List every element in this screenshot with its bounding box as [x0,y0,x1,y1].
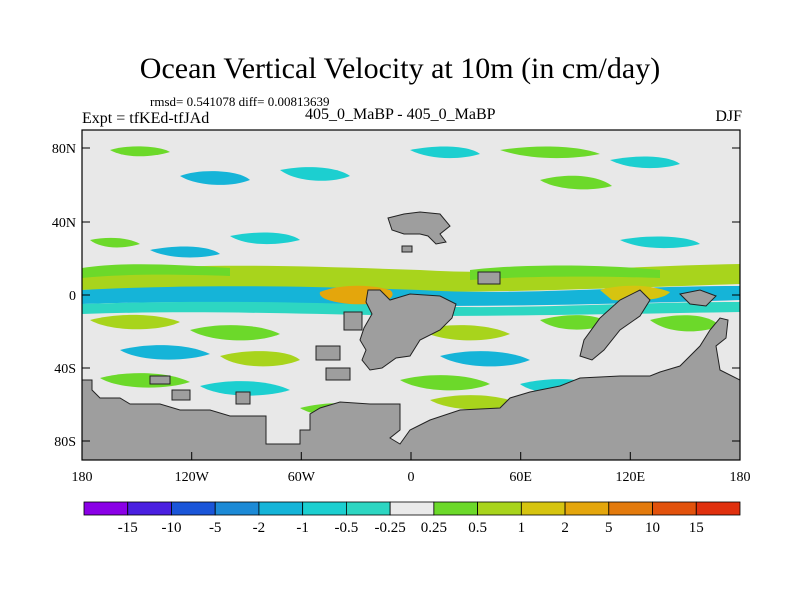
land-island [477,271,501,285]
colorbar-label: 2 [561,520,569,536]
field-patch [220,351,300,367]
land-africa-fragment [343,311,363,331]
experiment-label: Expt = tfKEd-tfJAd [82,110,210,127]
field-patch [540,175,612,190]
colorbar-swatch [608,501,653,516]
colorbar-swatch [258,501,304,516]
y-tick-label: 0 [69,289,76,304]
colorbar-label: -1 [296,520,309,536]
colorbar-swatch [433,501,479,516]
colorbar-swatch [520,501,566,516]
field-patch [120,345,210,360]
x-tick-label: 120E [616,470,646,485]
field-patch [500,146,600,159]
field-patch [110,146,170,157]
colorbar-label: -5 [209,520,222,536]
field-patch [230,232,300,245]
field-patch [90,314,180,330]
colorbar-swatch [127,501,172,516]
land-indonesia [678,289,717,307]
y-tick-label: 40S [54,362,76,377]
field-patch [420,325,510,341]
x-tick-label: 120W [175,470,210,485]
land-island [171,389,191,401]
x-tick-label: 180 [730,470,751,485]
y-axis [82,147,740,442]
colorbar-label: -15 [118,520,138,536]
field-patch [150,246,220,258]
field-patch [410,146,480,159]
colorbar-label: -10 [161,520,181,536]
plot-title: Ocean Vertical Velocity at 10m (in cm/da… [139,52,661,85]
colorbar-label: 1 [518,520,526,536]
colorbar-label: 0.5 [468,520,487,536]
y-tick-label: 40N [52,216,76,231]
land-island [235,391,251,405]
x-tick-label: 0 [408,470,415,485]
colorbar-swatch [652,501,697,516]
velocity-field [82,146,740,460]
season-label: DJF [715,108,742,125]
field-patch [180,171,250,185]
land-australia [579,289,651,361]
field-patch [90,237,140,248]
colorbar-label: 15 [689,520,704,536]
colorbar-label: -0.5 [335,520,359,536]
field-patch [440,351,530,367]
x-axis [81,452,741,460]
field-patch [280,167,350,181]
colorbar [83,501,741,516]
land-island [401,245,413,253]
field-patch [400,375,490,391]
land-masses [82,211,740,460]
colorbar-label: 10 [645,520,660,536]
colorbar-swatch [564,501,610,516]
land-island [325,367,351,381]
colorbar-label: -2 [253,520,266,536]
field-patch [190,325,280,341]
y-tick-label: 80S [54,435,76,450]
field-patch [620,236,700,249]
land-antarctica [82,317,740,460]
land-island [149,375,171,385]
colorbar-swatch [477,501,522,516]
colorbar-swatch [345,501,391,516]
field-patch [430,395,520,410]
land-south-america [359,289,457,371]
land-eurasia-fragment [387,211,451,245]
colorbar-label: 5 [605,520,613,536]
field-patch [200,381,290,396]
x-tick-label: 60E [509,470,532,485]
colorbar-swatch [171,501,216,516]
colorbar-swatch [83,501,129,516]
colorbar-swatch [214,501,260,516]
y-tick-label: 80N [52,142,76,157]
colorbar-labels: -15 -10 -5 -2 -1 -0.5 -0.25 0.25 0.5 1 2 5 10 15 [118,520,704,536]
field-patch [470,265,660,280]
stats-label: rmsd= 0.541078 diff= 0.00813639 [150,94,330,109]
field-patch [610,156,680,169]
x-tick-label: 60W [288,470,316,485]
colorbar-label: 0.25 [421,520,447,536]
field-patch [650,315,720,332]
case-label: 405_0_MaBP - 405_0_MaBP [305,106,496,123]
field-patch [82,264,230,278]
colorbar-swatch [302,501,347,516]
colorbar-label: -0.25 [375,520,406,536]
field-patch [540,315,610,330]
land-island [315,345,341,361]
colorbar-swatch [389,501,435,516]
x-tick-label: 180 [72,470,93,485]
colorbar-swatch [695,501,741,516]
